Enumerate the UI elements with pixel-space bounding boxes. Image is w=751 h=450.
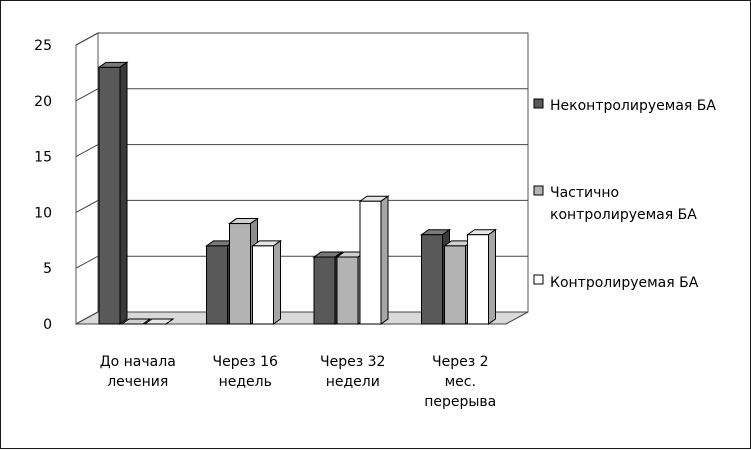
y-tick-label: 20	[34, 94, 52, 110]
legend-label: Неконтролируемая БА	[550, 98, 716, 114]
legend-swatch	[533, 98, 544, 109]
bar-side	[273, 239, 281, 325]
legend-label: Частично контролируемая БА	[550, 185, 697, 223]
bar-side	[119, 61, 128, 325]
bar-side	[380, 195, 389, 325]
bar	[206, 245, 228, 325]
bar-side	[165, 318, 174, 325]
gridline	[75, 144, 528, 158]
bar-side	[142, 318, 151, 325]
bar	[98, 66, 121, 325]
legend-swatch	[533, 185, 544, 196]
legend-label: Контролируемая БА	[550, 275, 699, 291]
x-tick-label: Через 32 недели	[320, 354, 385, 390]
y-tick-label: 0	[43, 317, 52, 333]
x-tick-label: Через 16 недель	[213, 354, 279, 390]
bar	[313, 256, 336, 325]
y-tick-label: 15	[34, 150, 52, 166]
gridline	[75, 88, 528, 102]
bar	[229, 223, 251, 325]
x-tick-label: До начала лечения	[100, 354, 176, 390]
x-tick-label: Через 2 мес. перерыва	[424, 354, 496, 410]
y-tick-label: 25	[34, 38, 52, 54]
bar	[336, 256, 359, 325]
side-wall	[75, 32, 99, 325]
bar	[444, 245, 466, 325]
y-tick-label: 5	[43, 261, 52, 277]
bar	[421, 234, 443, 325]
legend-swatch	[533, 274, 544, 285]
bar	[359, 200, 382, 325]
bar-side	[488, 228, 496, 325]
y-tick-label: 10	[34, 205, 52, 221]
bar	[467, 234, 489, 325]
gridline	[75, 32, 528, 46]
bar	[252, 245, 274, 325]
